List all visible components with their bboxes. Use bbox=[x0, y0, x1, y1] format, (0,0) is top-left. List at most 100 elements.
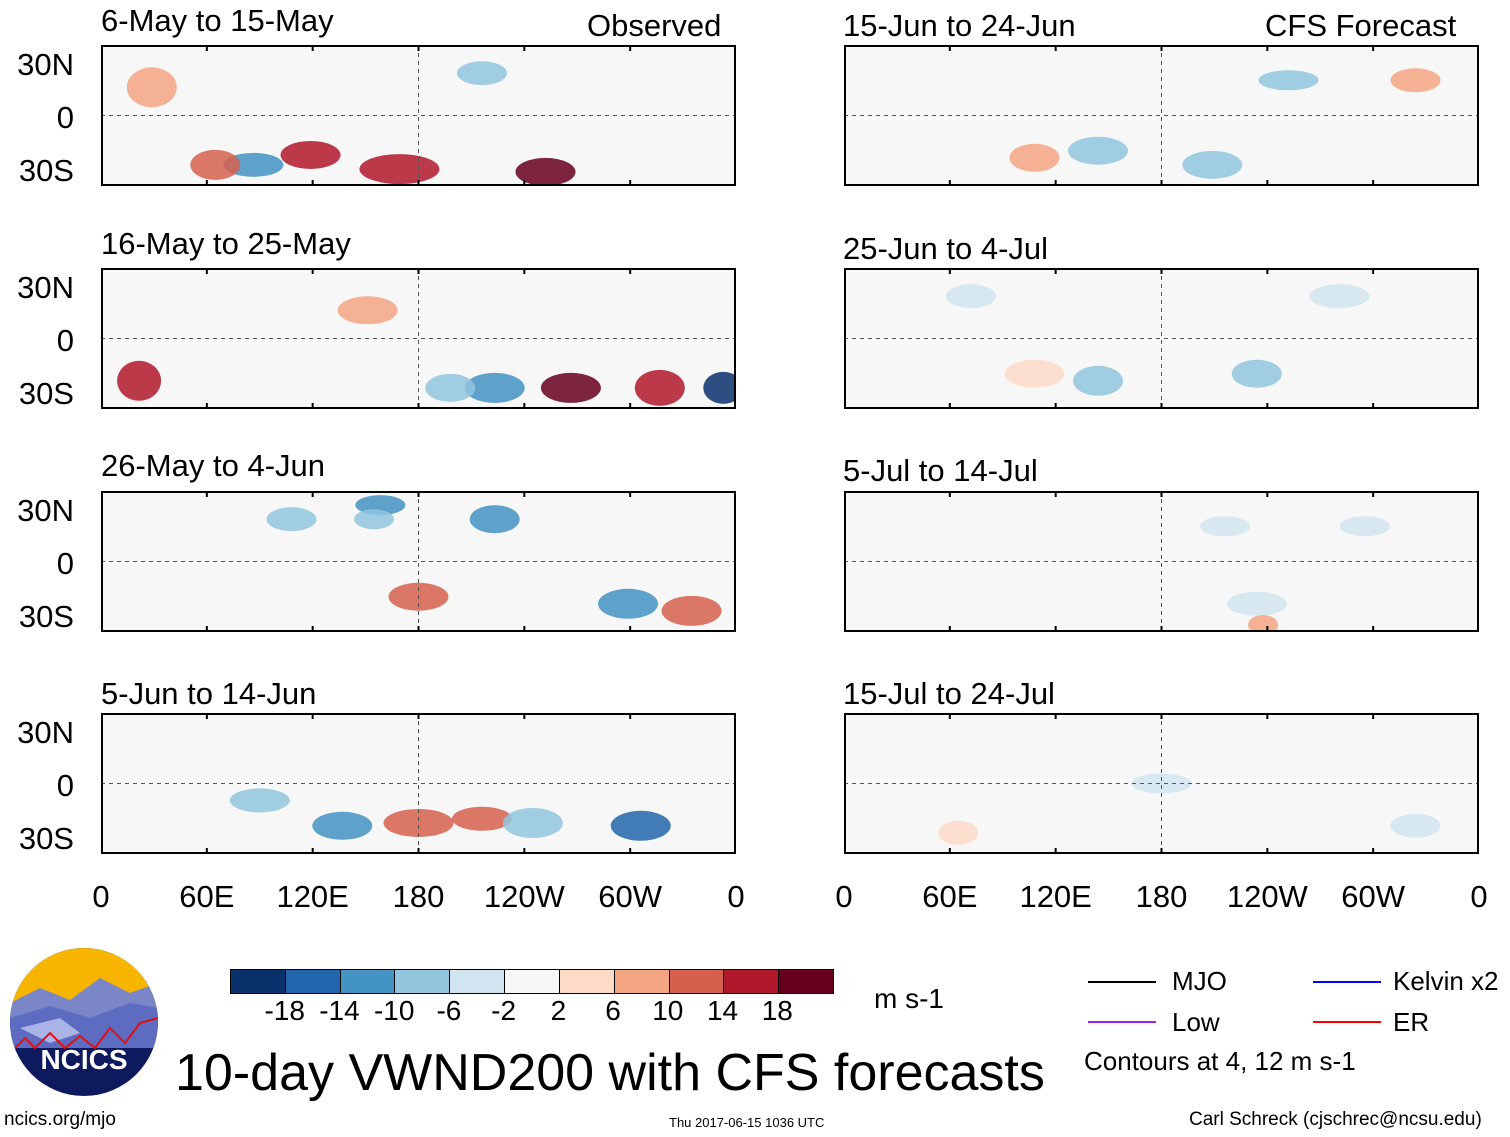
wind-anomaly-region bbox=[515, 157, 576, 186]
map-panel-forecast-4 bbox=[844, 713, 1479, 854]
lon-label: 120W bbox=[1226, 879, 1308, 914]
lon-label: 60W bbox=[1341, 879, 1406, 914]
panel-frame bbox=[844, 45, 1479, 186]
colorbar-label: -2 bbox=[491, 995, 517, 1026]
wind-anomaly-region bbox=[1200, 516, 1250, 537]
wind-anomaly-region bbox=[457, 61, 507, 86]
panel-title: 15-Jun to 24-Jun bbox=[843, 8, 1076, 43]
wind-anomaly-region bbox=[1068, 136, 1128, 165]
colorbar-swatch bbox=[450, 970, 506, 993]
footer-author: Carl Schreck (cjschrec@ncsu.edu) bbox=[1189, 1109, 1482, 1130]
lat-label: 30S bbox=[18, 599, 74, 634]
figure-title: 10-day VWND200 with CFS forecasts bbox=[175, 1044, 1045, 1102]
panel-title: 6-May to 15-May bbox=[101, 3, 334, 38]
lat-label: 0 bbox=[56, 546, 74, 581]
wind-anomaly-region bbox=[634, 369, 685, 406]
wind-anomaly-region bbox=[425, 373, 476, 402]
footer-timestamp: Thu 2017-06-15 1036 UTC bbox=[669, 1115, 825, 1130]
forecast-header: CFS Forecast bbox=[1265, 8, 1457, 43]
lon-label: 60W bbox=[598, 879, 663, 914]
wind-anomaly-region bbox=[610, 810, 671, 841]
legend-label-low: Low bbox=[1172, 1007, 1220, 1037]
map-panel-forecast-1 bbox=[844, 45, 1479, 186]
colorbar-swatch bbox=[669, 970, 725, 993]
colorbar-swatch bbox=[285, 970, 341, 993]
lat-label: 30N bbox=[17, 715, 74, 750]
wind-anomaly-region bbox=[1390, 813, 1441, 838]
panel-frame bbox=[101, 45, 736, 186]
colorbar-swatch bbox=[395, 970, 451, 993]
wind-anomaly-region bbox=[502, 807, 563, 838]
lat-label: 0 bbox=[56, 768, 74, 803]
legend-line-kelvin bbox=[1313, 981, 1381, 983]
colorbar-swatch bbox=[559, 970, 615, 993]
observed-header: Observed bbox=[587, 8, 722, 43]
legend-label-kelvin: Kelvin x2 bbox=[1393, 966, 1499, 996]
wind-anomaly-region bbox=[359, 154, 440, 185]
colorbar-label: 2 bbox=[550, 995, 567, 1026]
wind-anomaly-region bbox=[266, 507, 317, 532]
lon-label: 180 bbox=[392, 879, 445, 914]
wind-anomaly-region bbox=[383, 808, 454, 837]
lon-label: 60E bbox=[922, 879, 978, 914]
lat-label: 0 bbox=[56, 323, 74, 358]
wind-anomaly-region bbox=[117, 360, 162, 401]
lon-label: 0 bbox=[727, 879, 745, 914]
wind-anomaly-region bbox=[354, 509, 395, 530]
lat-label: 30S bbox=[18, 376, 74, 411]
lat-label: 30N bbox=[17, 47, 74, 82]
legend-line-mjo bbox=[1088, 981, 1156, 983]
logo-text: NCICS bbox=[40, 1044, 128, 1075]
colorbar-units: m s-1 bbox=[874, 983, 944, 1014]
map-panel-observed-1 bbox=[101, 45, 736, 186]
colorbar-swatch bbox=[614, 970, 670, 993]
wind-anomaly-region bbox=[1226, 591, 1287, 616]
colorbar-swatch bbox=[340, 970, 396, 993]
wind-anomaly-region bbox=[1009, 143, 1060, 172]
lon-label: 0 bbox=[835, 879, 853, 914]
wind-anomaly-region bbox=[280, 140, 341, 169]
lat-label: 30S bbox=[18, 821, 74, 856]
colorbar-label: 14 bbox=[706, 995, 739, 1026]
ncics-logo: NCICS bbox=[10, 948, 158, 1096]
lon-label: 120E bbox=[276, 879, 349, 914]
panel-frame bbox=[101, 491, 736, 632]
contours-note: Contours at 4, 12 m s-1 bbox=[1084, 1046, 1356, 1076]
wind-anomaly-region bbox=[223, 152, 284, 177]
lon-label: 60E bbox=[179, 879, 235, 914]
wind-anomaly-region bbox=[938, 820, 979, 845]
lon-label: 180 bbox=[1135, 879, 1188, 914]
wind-anomaly-region bbox=[1339, 516, 1390, 537]
lat-label: 30N bbox=[17, 493, 74, 528]
wind-anomaly-region bbox=[190, 149, 241, 180]
wind-anomaly-region bbox=[661, 595, 722, 626]
panel-frame bbox=[101, 713, 736, 854]
wind-anomaly-region bbox=[469, 505, 520, 534]
map-panel-observed-3 bbox=[101, 491, 736, 632]
panel-title: 26-May to 4-Jun bbox=[101, 448, 325, 483]
panel-frame bbox=[101, 268, 736, 409]
panel-title: 5-Jun to 14-Jun bbox=[101, 676, 317, 711]
map-panel-observed-4 bbox=[101, 713, 736, 854]
colorbar-swatch bbox=[779, 970, 833, 993]
wind-anomaly-region bbox=[703, 371, 736, 404]
wind-anomaly-region bbox=[1131, 773, 1192, 794]
wind-anomaly-region bbox=[126, 67, 177, 108]
panel-frame bbox=[844, 713, 1479, 854]
lon-label: 120E bbox=[1019, 879, 1092, 914]
wind-anomaly-region bbox=[1073, 365, 1123, 396]
map-panel-forecast-3 bbox=[844, 491, 1479, 632]
lon-label: 0 bbox=[92, 879, 110, 914]
panel-title: 5-Jul to 14-Jul bbox=[843, 453, 1038, 488]
panel-title: 15-Jul to 24-Jul bbox=[843, 676, 1055, 711]
legend-label-er: ER bbox=[1393, 1007, 1430, 1037]
wind-anomaly-region bbox=[598, 588, 659, 619]
wind-anomaly-region bbox=[452, 806, 512, 831]
wind-anomaly-region bbox=[540, 372, 601, 403]
lon-label: 0 bbox=[1470, 879, 1488, 914]
colorbar-label: 10 bbox=[652, 995, 684, 1026]
panel-title: 25-Jun to 4-Jul bbox=[843, 231, 1049, 266]
legend-label-mjo: MJO bbox=[1172, 966, 1227, 996]
lon-label: 120W bbox=[483, 879, 565, 914]
colorbar-swatch bbox=[231, 970, 286, 993]
